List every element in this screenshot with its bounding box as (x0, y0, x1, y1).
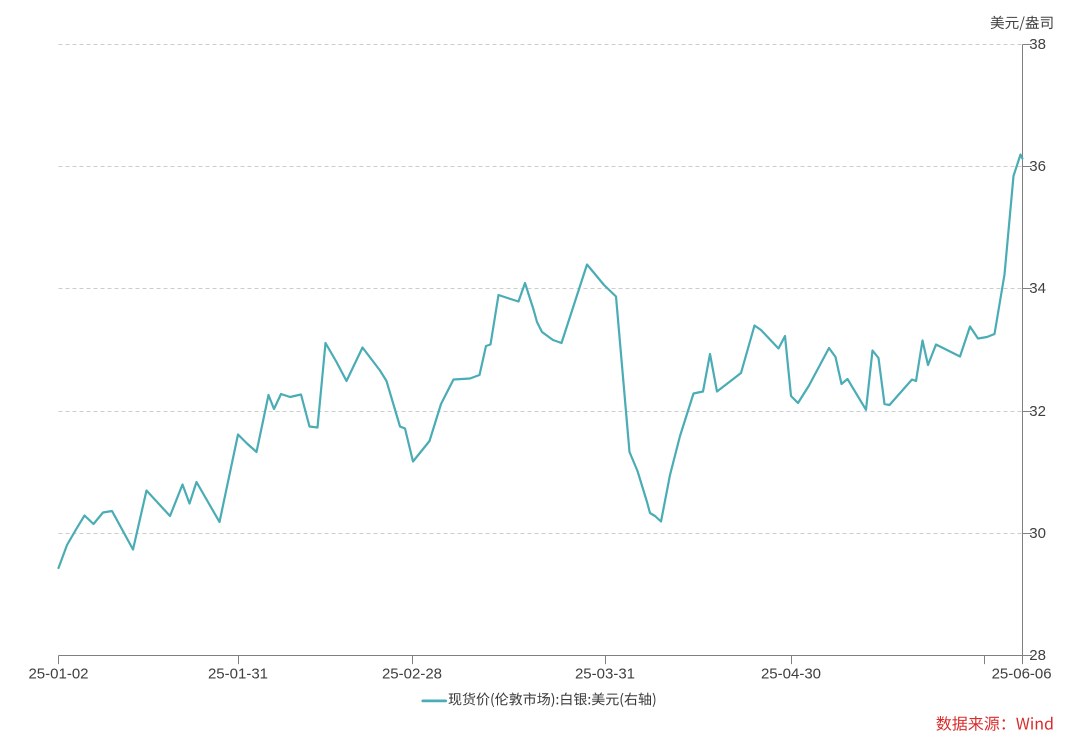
svg-text:38: 38 (1029, 36, 1046, 53)
svg-text:25-03-31: 25-03-31 (575, 666, 635, 683)
svg-text:32: 32 (1029, 403, 1046, 420)
svg-text:25-06-06: 25-06-06 (992, 666, 1052, 683)
svg-text:30: 30 (1029, 525, 1046, 542)
svg-text:25-02-28: 25-02-28 (382, 666, 442, 683)
svg-text:25-01-31: 25-01-31 (208, 666, 268, 683)
svg-text:34: 34 (1029, 280, 1046, 297)
svg-text:28: 28 (1029, 647, 1046, 664)
svg-text:25-01-02: 25-01-02 (28, 666, 88, 683)
svg-text:25-04-30: 25-04-30 (761, 666, 821, 683)
svg-text:36: 36 (1029, 158, 1046, 175)
